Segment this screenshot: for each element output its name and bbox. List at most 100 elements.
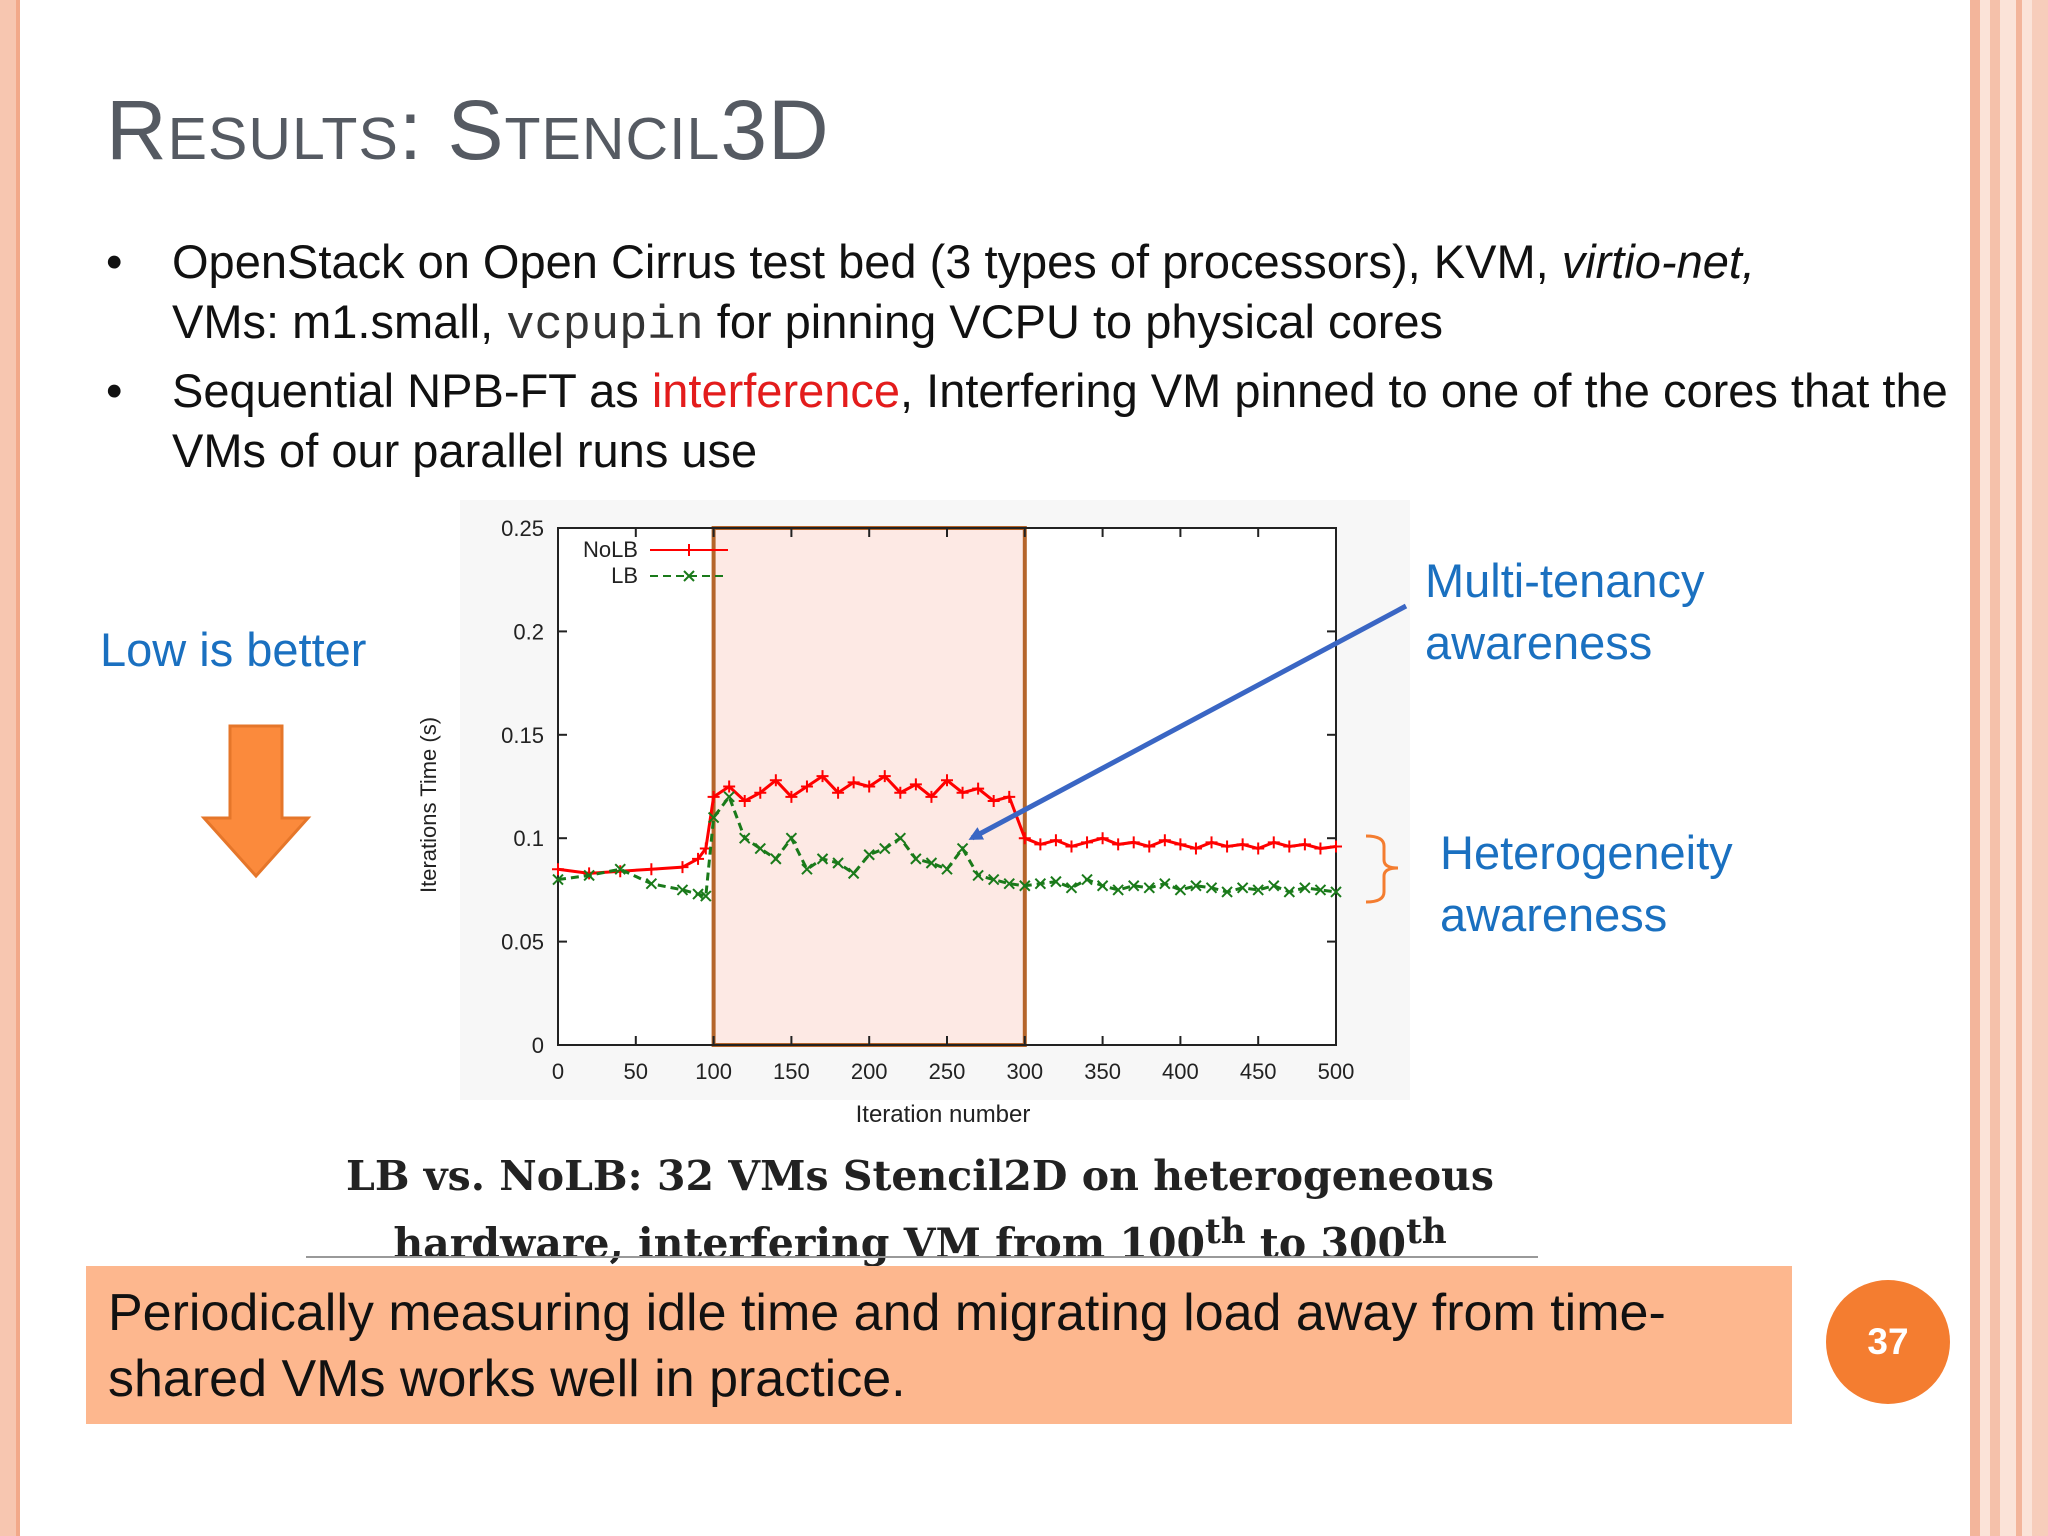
- data-point-nolb: [645, 863, 658, 876]
- low-is-better-label: Low is better: [100, 623, 367, 676]
- bullet-list: • OpenStack on Open Cirrus test bed (3 t…: [106, 232, 1966, 485]
- data-point-nolb: [1034, 838, 1047, 851]
- slide-title: Results: Stencil3D: [106, 83, 830, 177]
- legend-label: LB: [611, 563, 638, 588]
- data-point-lb: [614, 863, 626, 875]
- data-point-lb: [700, 890, 712, 902]
- data-point-lb: [863, 849, 875, 861]
- data-point-lb: [785, 832, 798, 844]
- iteration-time-chart: Iterations Time (s) Iteration number 0 50…: [416, 500, 1410, 1128]
- data-point-nolb: [1221, 840, 1234, 853]
- data-point-lb: [1330, 886, 1342, 898]
- data-point-nolb: [583, 867, 596, 880]
- caption-line1: LB vs. NoLB: 32 VMs Stencil2D on heterog…: [346, 1152, 1494, 1200]
- legend-marker: [683, 544, 695, 556]
- data-point-lb: [1050, 875, 1062, 888]
- data-point-lb: [770, 853, 782, 865]
- data-point-nolb: [941, 774, 953, 787]
- bullet-item: • OpenStack on Open Cirrus test bed (3 t…: [106, 232, 1966, 357]
- data-point-lb: [1299, 882, 1311, 894]
- caption-text: to 300: [1245, 1219, 1407, 1268]
- bullet-text: for pinning VCPU to physical cores: [703, 295, 1443, 348]
- data-point-nolb: [676, 861, 689, 874]
- data-point-lb: [1283, 886, 1296, 898]
- data-point-nolb: [1236, 838, 1249, 851]
- data-point-lb: [956, 842, 969, 855]
- y-tick-label: 0.2: [513, 619, 544, 644]
- data-point-nolb: [1174, 838, 1187, 851]
- data-point-nolb: [1189, 842, 1202, 855]
- data-point-lb: [1205, 882, 1218, 894]
- down-arrow-icon: [200, 724, 312, 879]
- y-tick-label: 0.25: [501, 516, 544, 541]
- data-point-lb: [645, 877, 658, 890]
- heterogeneity-annotation: Heterogeneity awareness: [1440, 822, 1733, 946]
- data-point-lb: [879, 842, 891, 855]
- annotation-line: Heterogeneity: [1440, 826, 1733, 879]
- x-tick-label: 350: [1084, 1059, 1121, 1084]
- x-tick-label: 450: [1240, 1059, 1277, 1084]
- data-point-lb: [816, 853, 829, 865]
- bullet-text: VMs: m1.small,: [172, 295, 507, 348]
- x-axis-label: Iteration number: [856, 1101, 1031, 1128]
- bullet-code: vcpupin: [506, 300, 704, 353]
- data-point-nolb: [552, 863, 564, 876]
- data-point-nolb: [1330, 840, 1342, 853]
- data-point-lb: [754, 842, 766, 855]
- data-point-nolb: [832, 786, 845, 799]
- y-tick-label: 0.05: [501, 930, 544, 955]
- x-tick-label: 400: [1162, 1059, 1199, 1084]
- y-tick-label: 0.1: [513, 826, 544, 851]
- data-point-lb: [1003, 877, 1015, 890]
- data-point-nolb: [1252, 842, 1265, 855]
- caption-sup: th: [1205, 1212, 1246, 1252]
- data-point-nolb: [1283, 840, 1296, 853]
- page-number-badge: 37: [1826, 1280, 1950, 1404]
- data-point-nolb: [1065, 840, 1078, 853]
- data-point-nolb: [816, 770, 829, 783]
- data-point-nolb: [754, 786, 767, 799]
- bullet-text-highlight: interference: [651, 364, 901, 417]
- data-point-lb: [1190, 880, 1202, 892]
- annotation-line: Multi-tenancy: [1425, 554, 1705, 607]
- x-tick-label: 150: [773, 1059, 810, 1084]
- x-tick-label: 300: [1006, 1059, 1043, 1084]
- bullet-dot: •: [106, 235, 123, 288]
- bullet-text-italic: virtio-net,: [1561, 235, 1755, 288]
- data-point-lb: [1314, 884, 1327, 896]
- data-point-lb: [1236, 882, 1249, 894]
- conclusion-text: Periodically measuring idle time and mig…: [108, 1284, 1666, 1408]
- x-tick-label: 100: [695, 1059, 732, 1084]
- data-point-lb: [1034, 877, 1047, 890]
- data-point-nolb: [956, 786, 969, 799]
- data-point-lb: [1159, 877, 1171, 890]
- data-point-nolb: [925, 790, 938, 803]
- multitenancy-annotation: Multi-tenancy awareness: [1425, 550, 1705, 674]
- conclusion-box: Periodically measuring idle time and mig…: [86, 1266, 1792, 1424]
- data-point-lb: [1252, 884, 1264, 896]
- data-point-nolb: [909, 778, 922, 791]
- data-point-lb: [1112, 884, 1124, 896]
- data-point-nolb: [738, 794, 751, 807]
- caption-sup: th: [1406, 1212, 1447, 1252]
- data-point-lb: [739, 832, 751, 844]
- data-point-lb: [707, 811, 720, 824]
- bullet-text: , Interfering VM pinned to one of the co…: [172, 364, 1948, 477]
- bullet-text: OpenStack on Open Cirrus test bed (3 typ…: [172, 235, 1562, 288]
- data-point-lb: [1065, 882, 1078, 894]
- data-point-nolb: [769, 774, 782, 787]
- x-tick-label: 250: [929, 1059, 966, 1084]
- y-tick-label: 0.15: [501, 723, 544, 748]
- data-point-lb: [894, 832, 907, 844]
- data-point-lb: [972, 869, 984, 882]
- caption-divider: [306, 1256, 1538, 1258]
- annotation-line: awareness: [1425, 616, 1653, 669]
- x-tick-label: 200: [851, 1059, 888, 1084]
- bullet-item: • Sequential NPB-FT as interference, Int…: [106, 361, 1966, 481]
- data-point-nolb: [692, 852, 705, 865]
- data-point-lb: [1221, 886, 1233, 898]
- legend-label: NoLB: [583, 537, 638, 562]
- x-tick-label: 500: [1318, 1059, 1355, 1084]
- data-point-nolb: [723, 780, 736, 793]
- slide-left-border: [0, 0, 20, 1536]
